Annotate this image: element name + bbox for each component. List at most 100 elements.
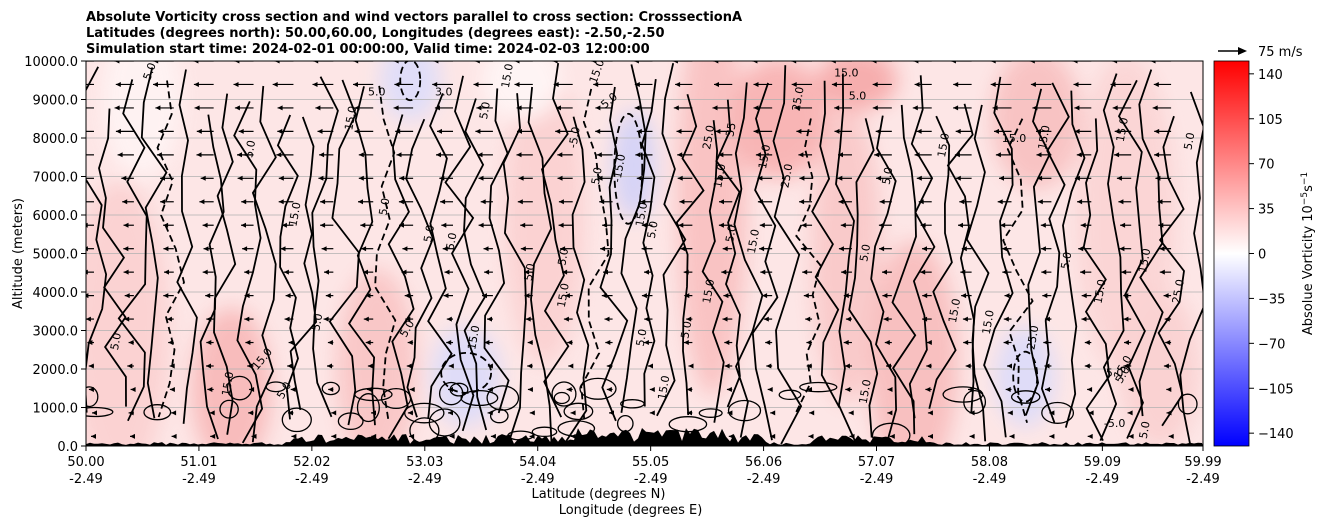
wind-arrow bbox=[285, 293, 294, 299]
wind-arrow bbox=[320, 222, 334, 228]
wind-arrow-head bbox=[872, 105, 878, 111]
wind-arrow-head bbox=[153, 82, 158, 87]
wind-arrow bbox=[807, 387, 813, 392]
wind-arrow-head bbox=[1163, 293, 1169, 299]
wind-arrow bbox=[753, 128, 773, 134]
wind-arrow-head bbox=[752, 61, 758, 64]
wind-arrow-head bbox=[848, 410, 854, 416]
wind-arrow bbox=[635, 152, 653, 158]
wind-arrow bbox=[241, 222, 254, 228]
wind-arrow bbox=[487, 363, 493, 369]
contour-labels: 5.05.015.05.015.015.05.05.05.015.05.05.0… bbox=[108, 61, 1197, 440]
wind-arrow-head bbox=[643, 340, 649, 345]
wind-arrow bbox=[163, 222, 174, 228]
contour-line bbox=[641, 78, 657, 407]
wind-arrow-head bbox=[474, 61, 480, 64]
wind-arrow bbox=[763, 316, 773, 322]
wind-arrow-head bbox=[328, 387, 334, 392]
wind-arrow bbox=[358, 175, 374, 181]
wind-arrow bbox=[517, 128, 533, 134]
wind-arrow bbox=[882, 293, 892, 299]
wind-arrow-head bbox=[123, 269, 129, 275]
wind-arrow-head bbox=[287, 363, 293, 369]
wind-arrow-head bbox=[202, 269, 208, 275]
wind-arrow-head bbox=[203, 246, 209, 252]
vorticity-patch-12 bbox=[991, 61, 1082, 189]
contour-line bbox=[656, 62, 687, 417]
wind-arrow bbox=[757, 175, 773, 181]
wind-arrow bbox=[922, 293, 932, 299]
wind-arrow bbox=[1128, 433, 1134, 439]
wind-arrow bbox=[882, 269, 892, 275]
wind-arrow bbox=[527, 363, 533, 369]
x-tick-label-lon: -2.49 bbox=[634, 472, 668, 487]
wind-arrow bbox=[247, 363, 254, 369]
wind-arrow-head bbox=[926, 340, 932, 345]
wind-arrow-head bbox=[723, 293, 729, 299]
wind-arrow bbox=[886, 363, 892, 369]
wind-arrow-head bbox=[557, 152, 563, 158]
wind-arrow-head bbox=[318, 175, 324, 181]
contour-loop bbox=[86, 406, 114, 418]
colorbar: 140 105 70 35 0 −35 −70 −105 −140 Absolue Vortici… bbox=[1213, 60, 1316, 447]
wind-arrow-head bbox=[1040, 222, 1046, 228]
wind-arrow-head bbox=[672, 61, 678, 64]
wind-arrow-head bbox=[1166, 387, 1172, 392]
wind-arrow bbox=[1087, 387, 1093, 392]
wind-arrow-head bbox=[280, 246, 286, 252]
wind-arrow-head bbox=[1073, 82, 1079, 87]
wind-arrow-head bbox=[360, 222, 366, 228]
wind-arrow-head bbox=[320, 222, 326, 228]
wind-arrow bbox=[401, 269, 414, 275]
wind-arrow-head bbox=[319, 152, 325, 158]
wind-arrow bbox=[115, 82, 134, 87]
wind-arrow bbox=[640, 199, 653, 205]
wind-arrow-head bbox=[1159, 246, 1165, 252]
wind-arrow-head bbox=[529, 433, 535, 439]
wind-arrow bbox=[237, 175, 254, 181]
wind-arrow bbox=[1040, 222, 1052, 228]
wind-arrow-head bbox=[606, 387, 612, 392]
wind-arrow-head bbox=[1114, 128, 1120, 134]
x-axis-label-latitude: Latitude (degrees N) bbox=[532, 487, 666, 502]
y-tick-label: 9000.0 bbox=[33, 94, 79, 109]
wind-arrow bbox=[830, 61, 852, 64]
contour-label: 5.0 bbox=[645, 220, 661, 239]
wind-arrow bbox=[928, 433, 933, 439]
wind-arrow-head bbox=[324, 269, 329, 275]
wind-arrow bbox=[634, 82, 653, 87]
contour-label: 5.0 bbox=[1106, 367, 1124, 380]
wind-arrow bbox=[529, 410, 535, 416]
wind-arrow-head bbox=[675, 82, 681, 87]
wind-arrow bbox=[207, 387, 214, 392]
wind-arrow-head bbox=[961, 246, 967, 252]
wind-arrow bbox=[1076, 152, 1092, 158]
wind-arrow-head bbox=[88, 387, 94, 392]
wind-arrow-head bbox=[433, 61, 439, 64]
contour-line bbox=[733, 82, 764, 438]
contour-label: 35 bbox=[723, 122, 738, 138]
contour-line bbox=[289, 116, 318, 411]
wind-arrow-head bbox=[556, 105, 561, 111]
wind-arrow-head bbox=[277, 128, 283, 134]
wind-arrow bbox=[516, 105, 533, 111]
wind-arrow bbox=[1128, 387, 1134, 392]
wind-arrow bbox=[473, 82, 493, 87]
wind-arrow-head bbox=[393, 61, 399, 64]
wind-arrow bbox=[809, 410, 815, 416]
wind-arrow bbox=[196, 128, 214, 134]
wind-arrow-head bbox=[1007, 363, 1012, 369]
wind-arrow-head bbox=[677, 152, 683, 158]
wind-arrow bbox=[634, 105, 653, 111]
wind-arrow-head bbox=[86, 269, 88, 275]
wind-arrow bbox=[244, 316, 254, 322]
contour-label: 15.0 bbox=[219, 371, 236, 397]
wind-arrow-head bbox=[1081, 316, 1087, 322]
wind-arrow bbox=[796, 128, 813, 134]
wind-arrow bbox=[644, 269, 653, 275]
wind-arrow bbox=[233, 82, 254, 87]
wind-arrow bbox=[405, 316, 414, 322]
wind-arrow bbox=[555, 128, 573, 134]
x-tick-label-lon: -2.49 bbox=[747, 472, 781, 487]
contour-line bbox=[405, 118, 434, 418]
